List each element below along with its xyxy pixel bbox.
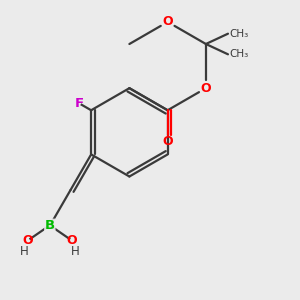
Text: B: B xyxy=(45,219,55,232)
Text: O: O xyxy=(201,82,211,95)
Text: F: F xyxy=(75,97,84,110)
Text: O: O xyxy=(162,15,173,28)
Text: O: O xyxy=(67,234,77,247)
Text: H: H xyxy=(20,245,28,258)
Text: O: O xyxy=(162,135,173,148)
Text: CH₃: CH₃ xyxy=(230,49,249,59)
Text: H: H xyxy=(71,245,80,258)
Text: O: O xyxy=(22,234,33,247)
Text: CH₃: CH₃ xyxy=(230,29,249,39)
